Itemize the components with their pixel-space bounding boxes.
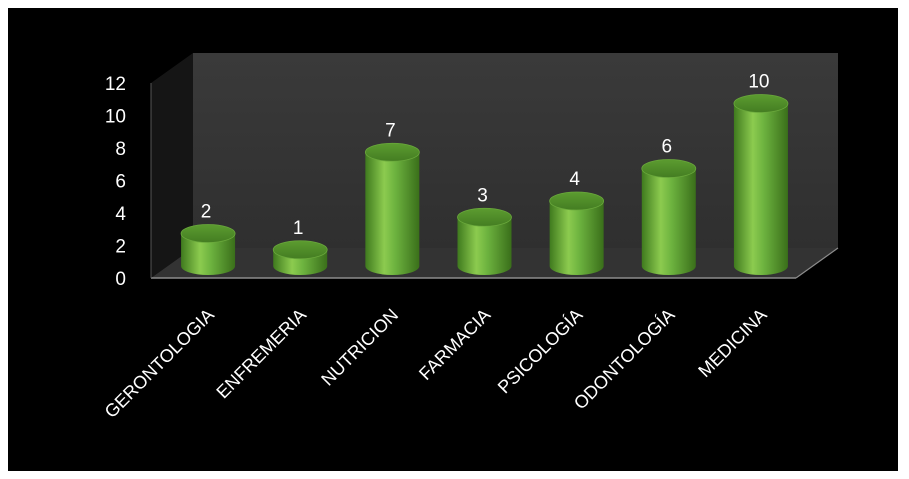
bar-body [549, 201, 604, 275]
bar-body [457, 217, 512, 275]
data-label: 6 [661, 137, 672, 158]
data-label: 1 [293, 218, 304, 239]
bar-top [272, 240, 328, 260]
bar-body [365, 152, 420, 275]
bar-body [641, 168, 696, 275]
category-label: GERONTOLOGIA [101, 305, 218, 422]
category-label: MEDICINA [694, 305, 770, 381]
y-tick-label: 10 [105, 107, 126, 128]
category-label: PSICOLOGÍA [494, 305, 587, 398]
bar [364, 142, 420, 275]
bar-body [181, 233, 236, 275]
bar [180, 224, 236, 275]
bar-top [733, 94, 789, 113]
bar [549, 191, 605, 275]
category-label: FARMACIA [415, 305, 494, 384]
side-wall [151, 53, 193, 278]
bar-body [733, 103, 788, 275]
data-label: 10 [748, 72, 769, 93]
category-label: ENFREMERIA [212, 305, 310, 403]
data-label: 2 [201, 202, 212, 223]
y-tick-label: 4 [115, 204, 126, 225]
chart-frame: 0 2 4 6 8 10 12 2 1 7 3 4 6 10 GERONTOLOGIA ENFREMERI… [8, 8, 898, 471]
floor-edge-line [795, 247, 839, 279]
bar [272, 240, 328, 275]
category-label: NUTRICION [317, 305, 402, 390]
bar-top [457, 207, 512, 227]
y-tick-label: 6 [115, 172, 126, 193]
y-tick-label: 12 [105, 74, 126, 95]
bar [457, 207, 512, 275]
y-tick-label: 0 [115, 269, 126, 290]
data-label: 3 [477, 185, 488, 206]
bar [733, 94, 789, 275]
data-labels: 2 1 7 3 4 6 10 [201, 72, 770, 239]
bar-top [180, 224, 236, 243]
value-axis: 0 2 4 6 8 10 12 [105, 74, 127, 290]
bar-top [641, 159, 697, 178]
data-label: 7 [385, 120, 396, 141]
category-label: ODONTOLOGÍA [570, 305, 679, 414]
data-label: 4 [569, 169, 580, 190]
y-tick-label: 8 [115, 139, 126, 160]
bar [641, 159, 697, 275]
y-tick-label: 2 [115, 237, 126, 258]
bars [180, 94, 789, 275]
bar-top [364, 142, 420, 162]
bar-chart: 0 2 4 6 8 10 12 2 1 7 3 4 6 10 GERONTOLOGIAENFREMERI… [101, 53, 839, 422]
bar-top [549, 191, 605, 211]
